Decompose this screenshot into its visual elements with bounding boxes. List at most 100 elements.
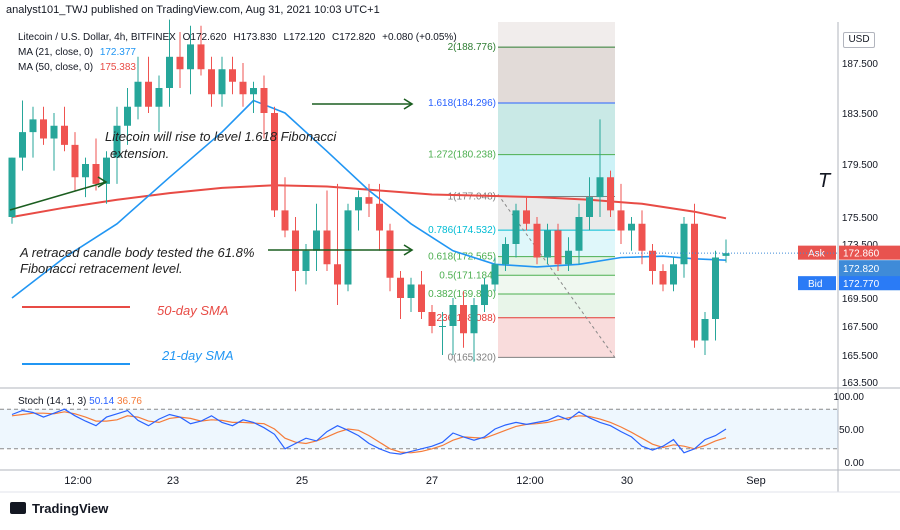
cut-letter: T [818, 170, 832, 192]
price-tick: 187.500 [842, 59, 879, 70]
candle-body [449, 305, 457, 326]
arrow-to-1618-head [403, 98, 414, 110]
candle-body [239, 81, 247, 95]
candle-body [586, 197, 593, 217]
candle-body [176, 56, 184, 70]
fib-level-label: 0.786(174.532) [428, 225, 496, 236]
candle-body [722, 253, 730, 256]
candle-body [344, 210, 352, 285]
fib-level-label: 2(188.776) [448, 42, 496, 53]
fib-band [498, 317, 615, 358]
candle-body [428, 312, 436, 326]
candle-body [670, 264, 677, 285]
candle-body [607, 177, 614, 211]
candle-body [659, 271, 667, 285]
candle-body [197, 44, 205, 70]
fib-level-label: 1.272(180.238) [428, 150, 496, 161]
candle-body [439, 326, 446, 327]
candle-body [596, 177, 604, 198]
candle-body [481, 284, 488, 305]
price-tick: 169.500 [842, 294, 879, 305]
currency-button[interactable]: USD [843, 32, 875, 48]
candle-body [355, 197, 362, 211]
fib-band-top [498, 22, 615, 48]
candle-body [418, 284, 425, 312]
candle-body [680, 223, 688, 265]
chart-grid [0, 22, 900, 493]
time-tick: 23 [167, 475, 179, 487]
candle-body [29, 119, 37, 133]
bid-tag-label: Bid [808, 279, 822, 290]
candle-body [260, 88, 268, 113]
footer-brand: TradingView [10, 501, 108, 516]
candle-body [376, 203, 383, 231]
high-value: H173.830 [233, 32, 277, 43]
candle-body [82, 164, 89, 178]
fib-band [498, 47, 615, 104]
note2-line2: Fibonacci retracement level. [20, 261, 183, 276]
stoch-k-line [11, 408, 727, 455]
candle-body [334, 264, 341, 285]
bid-tag [798, 276, 836, 291]
candle-body [628, 223, 635, 231]
price-axis: 163.500165.500167.500169.500171.500173.5… [620, 59, 900, 389]
close-value: C172.820 [332, 32, 376, 43]
time-axis: 12:00 23 25 27 12:00 30 Sep [64, 475, 766, 487]
time-tick: 12:00 [516, 475, 544, 487]
candle-body [649, 250, 656, 271]
fib-level-label: 1(177.048) [448, 191, 496, 202]
candle-body [313, 230, 320, 251]
ma21-path [11, 99, 727, 299]
fib-band [498, 103, 615, 155]
change-value: +0.080 (+0.05%) [382, 32, 457, 43]
candle-body [134, 81, 142, 107]
tradingview-logo-icon [10, 502, 26, 514]
candle-body [166, 56, 173, 88]
sma21-label: 21-day SMA [161, 348, 234, 363]
candle-body [250, 88, 257, 95]
candle-body [365, 197, 373, 204]
candle-body [533, 223, 541, 258]
time-tick: 30 [621, 475, 633, 487]
candle-body [187, 44, 194, 70]
fib-level-label: 0.382(169.800) [428, 289, 496, 300]
stoch-tick: 50.00 [839, 425, 864, 436]
ma21-legend: MA (21, close, 0) 172.377 [18, 47, 140, 58]
candle-body [491, 264, 499, 285]
low-value: L172.120 [283, 32, 326, 43]
candle-body [71, 144, 79, 178]
price-tick: 175.500 [842, 213, 879, 224]
candle-body [145, 81, 152, 107]
candle-body [218, 69, 226, 95]
arrow-to-618-head [403, 244, 414, 256]
ask-price: 172.860 [843, 249, 880, 260]
stoch-tick: 0.00 [845, 458, 865, 469]
bid-price: 172.770 [843, 279, 880, 290]
ma50-legend-value: 175.383 [99, 62, 136, 73]
stoch-d-line [11, 411, 727, 454]
symbol-legend: Litecoin / U.S. Dollar, 4h, BITFINEX O17… [18, 32, 461, 43]
time-tick: 27 [426, 475, 438, 487]
candle-body [701, 319, 709, 341]
candle-body [229, 69, 236, 82]
ma50-legend: MA (50, close, 0) 175.383 [18, 62, 140, 73]
ma21-legend-label: MA (21, close, 0) [18, 47, 94, 58]
candle-body [575, 217, 583, 251]
candle-body [50, 125, 58, 139]
arrow-trend [9, 181, 107, 211]
stoch-pane: 0.00 50.00 100.00 [0, 392, 864, 469]
candle-body [302, 250, 310, 271]
candle-body [323, 230, 331, 265]
stoch-k-value: 50.14 [89, 396, 115, 407]
fib-band [498, 275, 615, 294]
candle-body [397, 277, 404, 298]
ma21-legend-value: 172.377 [99, 47, 136, 58]
stoch-legend: Stoch (14, 1, 3) 50.14 36.76 [18, 396, 142, 407]
last-price: 172.820 [843, 264, 880, 275]
fib-level-label: 1.618(184.296) [428, 98, 496, 109]
note2-line1: A retraced candle body tested the 61.8% [19, 245, 254, 260]
price-tick: 163.500 [842, 378, 879, 389]
price-tick: 179.500 [842, 160, 879, 171]
